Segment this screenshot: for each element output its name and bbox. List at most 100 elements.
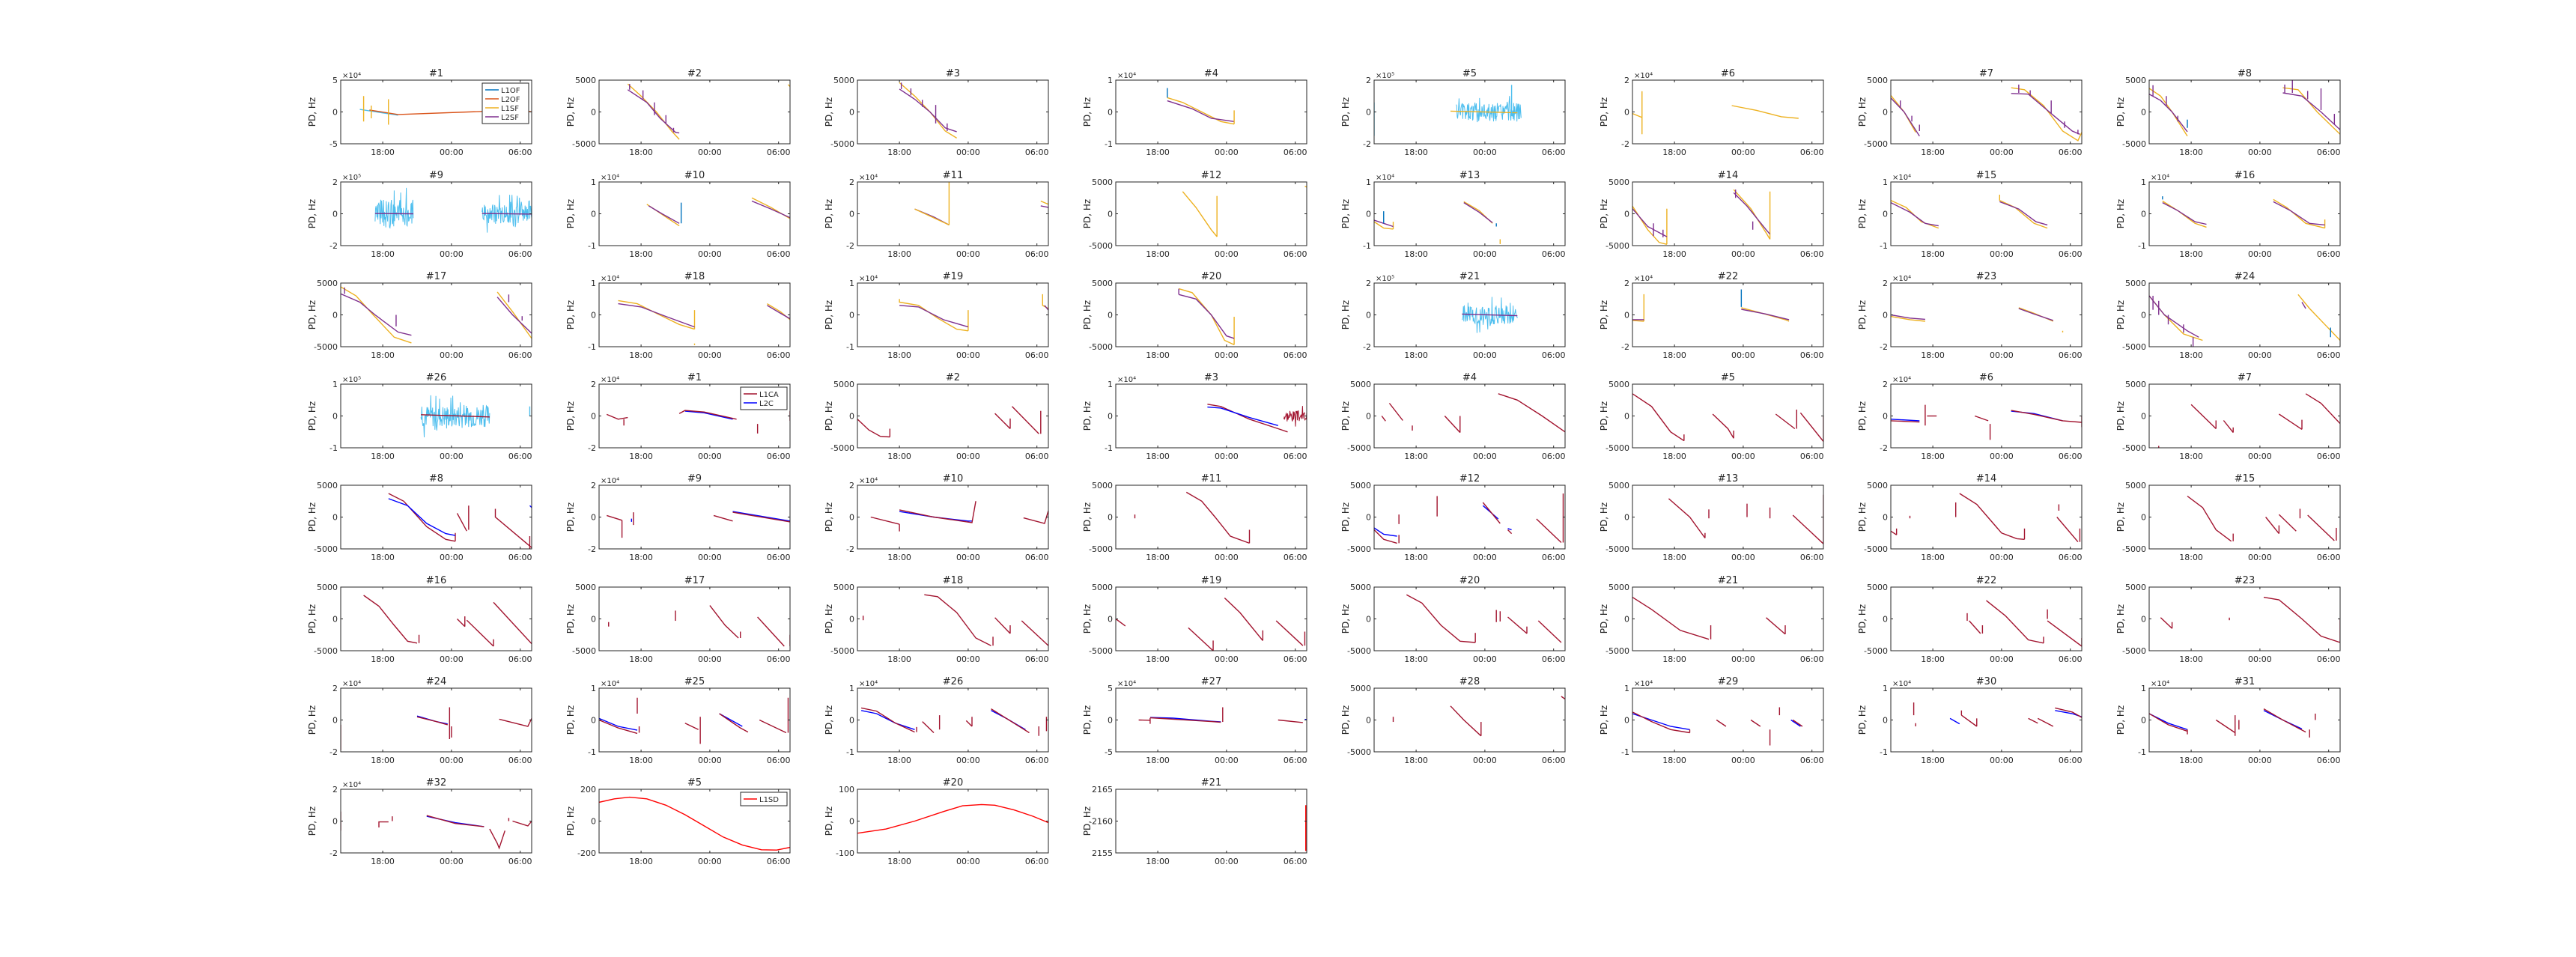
y-tick-label: -1 [2138, 241, 2146, 251]
subplot-10: 1 0 -1 18:00 00:00 06:00 ×10⁴ #10 PD, Hz [565, 170, 791, 259]
series-L2SF [2162, 201, 2207, 225]
plot-area [1138, 707, 1307, 724]
axes-box [1115, 789, 1307, 854]
x-tick-label: 00:00 [1990, 350, 2014, 360]
series-L2SF [1999, 201, 2048, 226]
series-L2C [860, 710, 915, 730]
subplot-16: 1 0 -1 18:00 00:00 06:00 ×10⁴ #16 PD, Hz [2115, 170, 2341, 259]
plot-area [341, 286, 532, 344]
y-tick-label: -5000 [572, 139, 596, 149]
axes-box [1632, 687, 1824, 753]
plot-area [1891, 493, 2081, 543]
series-L1CA [388, 493, 456, 542]
x-tick-label: 00:00 [440, 249, 464, 259]
plot-area [1374, 493, 1564, 544]
subplot-title: #25 [684, 676, 705, 687]
x-tick-label: 18:00 [1404, 553, 1428, 562]
series-L2SF [648, 205, 680, 224]
x-tick-label: 06:00 [1025, 350, 1049, 360]
x-tick-label: 00:00 [2248, 350, 2272, 360]
axes-box [857, 687, 1049, 753]
series-L1CA [466, 619, 494, 647]
y-exponent-label: ×10⁴ [2151, 174, 2169, 182]
axes-box [1890, 383, 2083, 449]
series-L1CA [1374, 529, 1397, 544]
subplot-title: #21 [1459, 271, 1480, 282]
series-L1CA [1021, 620, 1048, 646]
subplot-47: 5000 0 -5000 18:00 00:00 06:00 #22 PD, Hz [1857, 575, 2083, 664]
subplot-45: 5000 0 -5000 18:00 00:00 06:00 #20 PD, Hz [1340, 575, 1566, 664]
subplot-23: 2 0 -2 18:00 00:00 06:00 ×10⁴ #23 PD, Hz [1857, 271, 2083, 360]
series-L1CA [1224, 597, 1263, 641]
x-tick-label: 18:00 [1146, 756, 1170, 765]
y-tick-label: 0 [332, 210, 338, 219]
y-exponent-label: ×10⁴ [601, 376, 619, 384]
series-L1CA [2279, 413, 2303, 430]
y-axis-label: PD, Hz [1857, 199, 1868, 228]
series-L1CA [499, 718, 532, 727]
x-tick-label: 00:00 [2248, 654, 2272, 664]
series-L1CA [709, 605, 739, 639]
y-tick-label: 1 [1883, 684, 1888, 693]
subplot-38: 5000 0 -5000 18:00 00:00 06:00 #13 PD, Hz [1599, 473, 1824, 562]
subplot-40: 5000 0 -5000 18:00 00:00 06:00 #15 PD, Hz [2115, 473, 2341, 562]
y-tick-label: 0 [849, 615, 854, 625]
series-L1CA [1388, 403, 1403, 421]
subplot-22: 2 0 -2 18:00 00:00 06:00 ×10⁴ #22 PD, Hz [1599, 271, 1824, 360]
plot-area [1462, 297, 1518, 333]
plot-area [363, 595, 532, 647]
series-L1CA [493, 601, 532, 645]
y-tick-label: 0 [1108, 108, 1113, 118]
series-L2C [388, 498, 456, 536]
series-L1CA [1960, 714, 1978, 727]
y-axis-label: PD, Hz [307, 199, 318, 228]
subplot-title: #27 [1201, 676, 1221, 687]
series-L1CA [994, 617, 1011, 634]
series-L1CA [860, 707, 915, 733]
subplot-title: #12 [1201, 170, 1221, 181]
y-tick-label: -5000 [830, 646, 854, 656]
y-tick-label: 0 [1883, 513, 1888, 523]
y-tick-label: -5 [1105, 747, 1113, 757]
series-L1CA [1149, 717, 1221, 723]
legend-entry: L1SD [759, 796, 779, 804]
plot-area [1966, 600, 2082, 647]
series-L1CA [512, 820, 532, 827]
series-L2SF [767, 305, 790, 320]
y-tick-label: 5000 [1092, 583, 1113, 592]
subplot-title: #26 [943, 676, 963, 687]
y-exponent-label: ×10⁴ [859, 275, 878, 283]
x-tick-label: 18:00 [2179, 452, 2203, 461]
x-tick-label: 00:00 [956, 350, 980, 360]
y-tick-label: 5000 [833, 583, 854, 592]
series-L2C [1507, 528, 1512, 531]
subplot-title: #14 [1976, 473, 1996, 484]
y-axis-label: PD, Hz [1599, 300, 1609, 329]
x-tick-label: 18:00 [1404, 452, 1428, 461]
series-L2SF [2149, 295, 2199, 338]
x-tick-label: 06:00 [1542, 654, 1566, 664]
x-tick-label: 18:00 [1146, 452, 1170, 461]
y-tick-label: -5000 [1864, 544, 1888, 554]
x-tick-label: 18:00 [1921, 452, 1945, 461]
y-axis-label: PD, Hz [565, 401, 576, 431]
x-tick-label: 18:00 [887, 756, 911, 765]
y-tick-label: 100 [839, 785, 854, 795]
x-tick-label: 00:00 [440, 350, 464, 360]
plot-area [1374, 201, 1501, 244]
x-tick-label: 00:00 [956, 249, 980, 259]
y-tick-label: -5000 [1606, 646, 1629, 656]
subplot-title: #29 [1718, 676, 1738, 687]
series-L2SF [2273, 201, 2325, 226]
y-axis-label: PD, Hz [1599, 97, 1609, 127]
series-L1CA [1775, 413, 1796, 430]
axes-box [857, 282, 1049, 347]
subplot-44: 5000 0 -5000 18:00 00:00 06:00 #19 PD, Hz [1082, 575, 1307, 664]
series-L1CA [684, 723, 699, 730]
series-L2C [684, 410, 733, 420]
y-tick-label: -2 [1363, 139, 1371, 149]
series-L1CA [713, 514, 733, 522]
series-L1SF [1374, 221, 1394, 230]
subplot-29: 5000 0 -5000 18:00 00:00 06:00 #4 PD, Hz [1340, 372, 1566, 461]
